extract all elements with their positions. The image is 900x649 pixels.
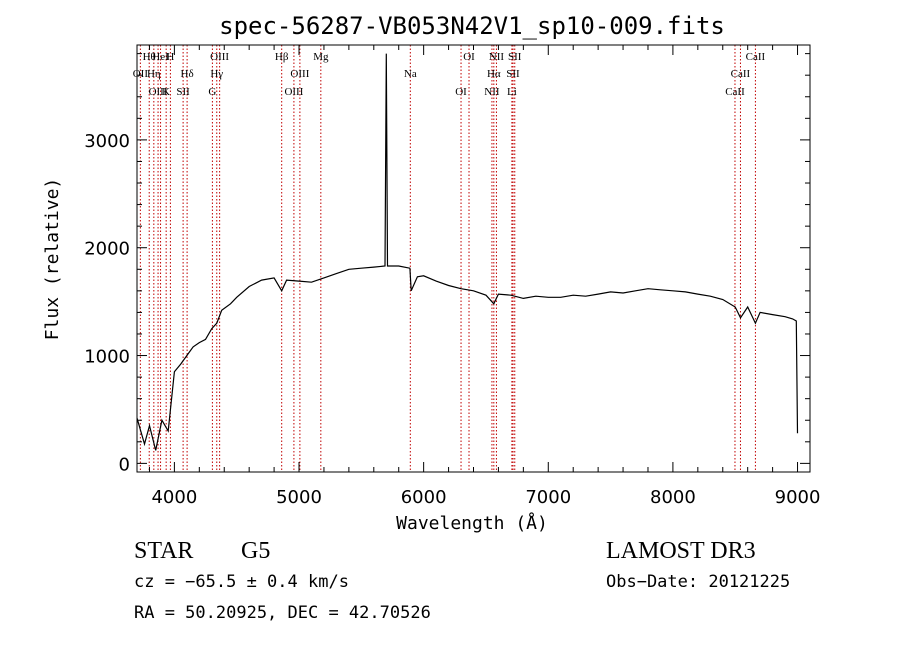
y-axis-label: Flux (relative)	[42, 178, 63, 341]
x-tick-label-6000: 6000	[401, 487, 447, 508]
line-label-24: SII	[508, 51, 522, 63]
line-label-1: OII	[133, 68, 149, 80]
line-label-22: SII	[506, 68, 520, 80]
plot-frame	[136, 44, 811, 473]
line-label-5: K	[162, 86, 170, 98]
ra-dec-coordinates: RA = 50.20925, DEC = 42.70526	[134, 603, 431, 623]
line-label-15: Mg	[313, 51, 329, 63]
x-tick-label-4000: 4000	[151, 487, 197, 508]
spectral-line-markers	[139, 45, 756, 472]
line-label-0: Hθ	[143, 51, 156, 63]
survey-name: LAMOST DR3	[606, 538, 756, 564]
line-label-2: OIII	[149, 86, 168, 98]
line-label-8: SII	[176, 86, 190, 98]
line-label-4: Hη	[147, 68, 161, 80]
spectrum-trace	[136, 53, 799, 451]
line-label-12: Hβ	[275, 51, 289, 63]
line-label-16: Na	[404, 68, 417, 80]
line-label-11: G	[208, 86, 216, 98]
x-axis-label: Wavelength (Å)	[396, 512, 548, 534]
line-label-21: NII	[489, 51, 505, 63]
line-label-25: CaII	[731, 68, 751, 80]
y-tick-label-2000: 2000	[84, 239, 130, 260]
line-label-20: NII	[484, 86, 500, 98]
x-tick-label-8000: 8000	[650, 487, 696, 508]
line-label-18: OI	[463, 51, 475, 63]
spectrum-line	[136, 53, 799, 451]
line-label-19: Hα	[487, 68, 501, 80]
x-tick-label-9000: 9000	[775, 487, 821, 508]
line-label-6: H	[166, 51, 174, 63]
line-label-14: OIII	[284, 86, 303, 98]
chart-title: spec-56287-VB053N42V1_sp10-009.fits	[219, 12, 725, 40]
line-label-9: OIII	[210, 51, 229, 63]
observation-date: Obs−Date: 20121225	[606, 572, 791, 592]
line-label-3: HeI	[152, 51, 169, 63]
line-label-26: CaII	[725, 86, 745, 98]
line-label-7: Hδ	[181, 68, 194, 80]
line-label-23: Li	[507, 86, 517, 98]
object-class: STAR	[134, 538, 194, 564]
redshift-velocity: cz = −65.5 ± 0.4 km/s	[134, 572, 349, 592]
y-tick-label-3000: 3000	[84, 131, 130, 152]
line-label-10: Hγ	[210, 68, 223, 80]
y-tick-label-1000: 1000	[84, 347, 130, 368]
y-tick-label-0: 0	[119, 454, 130, 475]
line-label-13: OIII	[290, 68, 309, 80]
x-tick-label-5000: 5000	[276, 487, 322, 508]
line-label-27: CaII	[746, 51, 766, 63]
x-tick-label-7000: 7000	[525, 487, 571, 508]
line-labels: HθOIIOIIIHeIHηKHHδSIIOIIIHγGHβOIIIOIIIMg…	[133, 51, 766, 98]
axis-ticks: 4000 5000 6000 7000 8000 9000 0 1000 2000 3000	[84, 45, 820, 508]
line-label-17: OI	[455, 86, 467, 98]
object-subclass: G5	[241, 538, 271, 564]
